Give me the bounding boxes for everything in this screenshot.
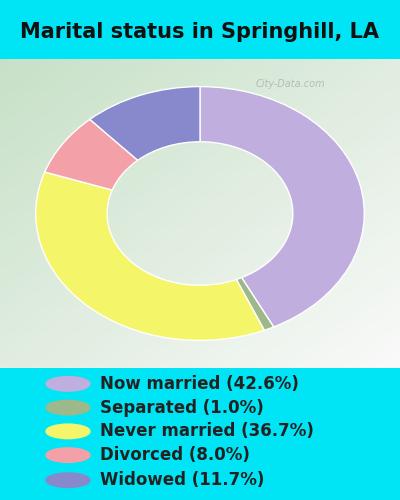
Circle shape xyxy=(46,376,90,391)
Wedge shape xyxy=(236,278,274,330)
Wedge shape xyxy=(45,120,138,190)
Circle shape xyxy=(46,400,90,415)
Circle shape xyxy=(46,424,90,438)
Text: Separated (1.0%): Separated (1.0%) xyxy=(100,398,264,416)
Wedge shape xyxy=(36,172,264,340)
Wedge shape xyxy=(200,86,364,327)
Text: Now married (42.6%): Now married (42.6%) xyxy=(100,375,299,393)
Text: Divorced (8.0%): Divorced (8.0%) xyxy=(100,446,250,464)
Text: City-Data.com: City-Data.com xyxy=(256,79,326,89)
Text: Never married (36.7%): Never married (36.7%) xyxy=(100,422,314,440)
Text: Widowed (11.7%): Widowed (11.7%) xyxy=(100,471,264,489)
Text: Marital status in Springhill, LA: Marital status in Springhill, LA xyxy=(20,22,380,42)
Circle shape xyxy=(46,448,90,462)
Wedge shape xyxy=(90,86,200,160)
Circle shape xyxy=(46,473,90,488)
